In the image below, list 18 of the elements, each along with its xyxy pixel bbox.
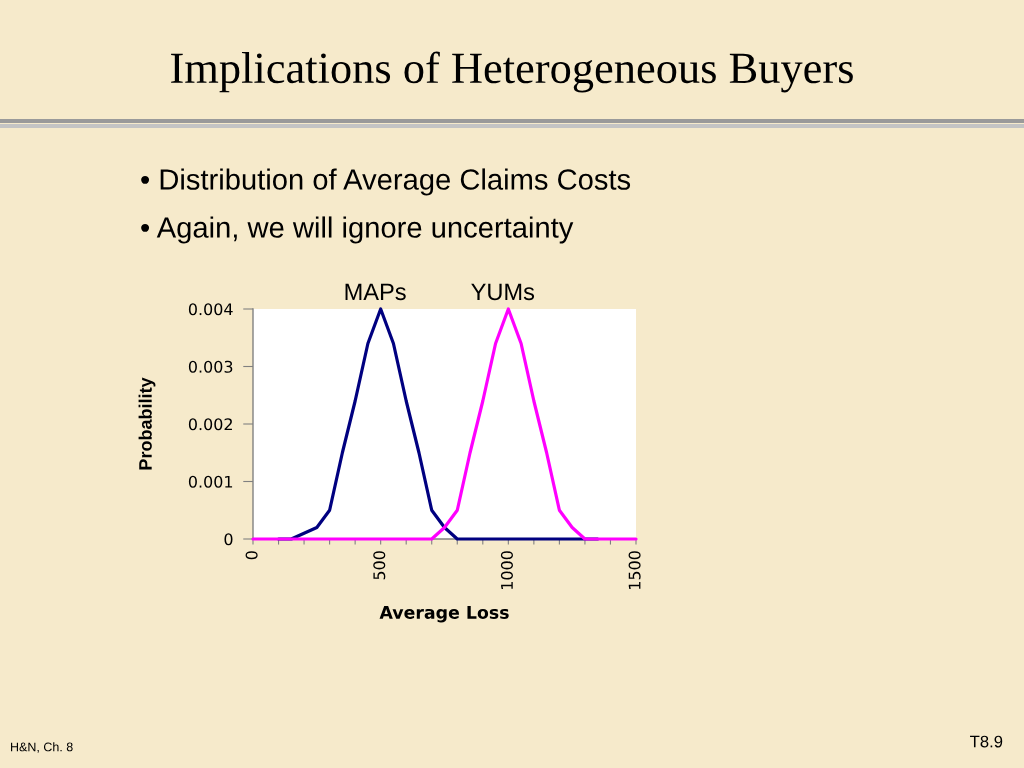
chart-title: Implications of Heterogeneous Buyers: [171, 51, 853, 93]
x-tick-label: 1000: [500, 551, 513, 590]
text: • Again, we will ignore uncertainty: [141, 216, 574, 244]
x-tick-label: 500: [373, 551, 386, 580]
series-label: MAPs: [345, 283, 406, 301]
y-tick-label: 0: [224, 533, 233, 546]
text: H&N, Ch. 8: [11, 742, 73, 753]
text: • Distribution of Average Claims Costs: [141, 168, 631, 196]
x-axis-title: Average Loss: [379, 606, 509, 623]
x-tick-label: 1500: [628, 551, 641, 590]
x-tick-label: 0: [245, 551, 258, 560]
y-tick-label: 0.001: [188, 475, 233, 488]
series-label: YUMs: [471, 283, 535, 301]
text: T8.9: [970, 735, 1003, 748]
y-tick-label: 0.004: [188, 303, 233, 316]
y-axis-title: Probability: [138, 377, 156, 470]
y-tick-label: 0.002: [188, 418, 232, 431]
y-tick-label: 0.003: [188, 360, 233, 373]
